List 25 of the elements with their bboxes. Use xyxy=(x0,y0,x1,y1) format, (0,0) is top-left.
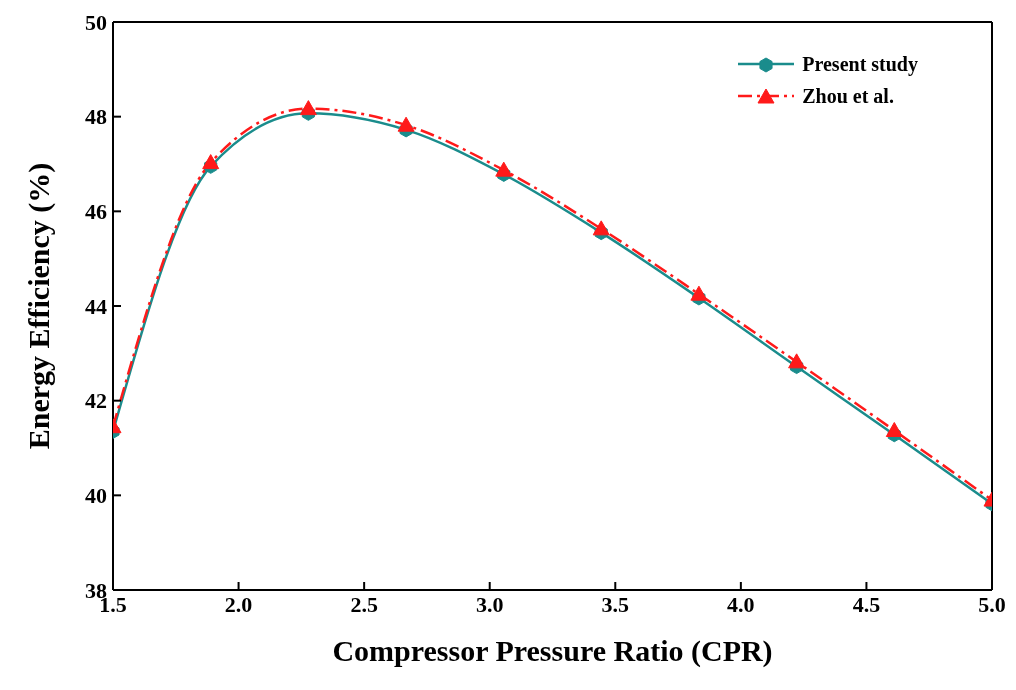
x-tick-label: 5.0 xyxy=(978,591,1006,617)
y-tick-label: 48 xyxy=(85,104,107,130)
y-tick-label: 44 xyxy=(85,293,107,319)
x-axis-title: Compressor Pressure Ratio (CPR) xyxy=(332,634,773,669)
x-tick-label: 2.5 xyxy=(350,591,378,617)
x-tick-label: 3.0 xyxy=(475,591,504,617)
point xyxy=(397,116,415,132)
y-tick-label: 40 xyxy=(85,483,107,509)
point xyxy=(885,421,903,437)
point xyxy=(202,154,220,170)
point xyxy=(592,220,610,236)
legend-label: Zhou et al. xyxy=(802,84,894,108)
point xyxy=(690,285,708,301)
y-axis-title: Energy Efficiency (%) xyxy=(21,162,56,450)
x-tick-label: 4.5 xyxy=(852,591,881,617)
y-tick-label: 50 xyxy=(85,9,107,35)
point xyxy=(299,100,317,116)
x-tick-label: 4.0 xyxy=(727,591,755,617)
legend-label: Present study xyxy=(802,52,918,76)
x-tick-label: 2.0 xyxy=(224,591,253,617)
x-tick-label: 3.5 xyxy=(601,591,630,617)
y-tick-label: 42 xyxy=(85,388,107,414)
y-tick-label: 46 xyxy=(85,199,107,225)
point xyxy=(495,161,513,177)
point xyxy=(788,353,806,369)
